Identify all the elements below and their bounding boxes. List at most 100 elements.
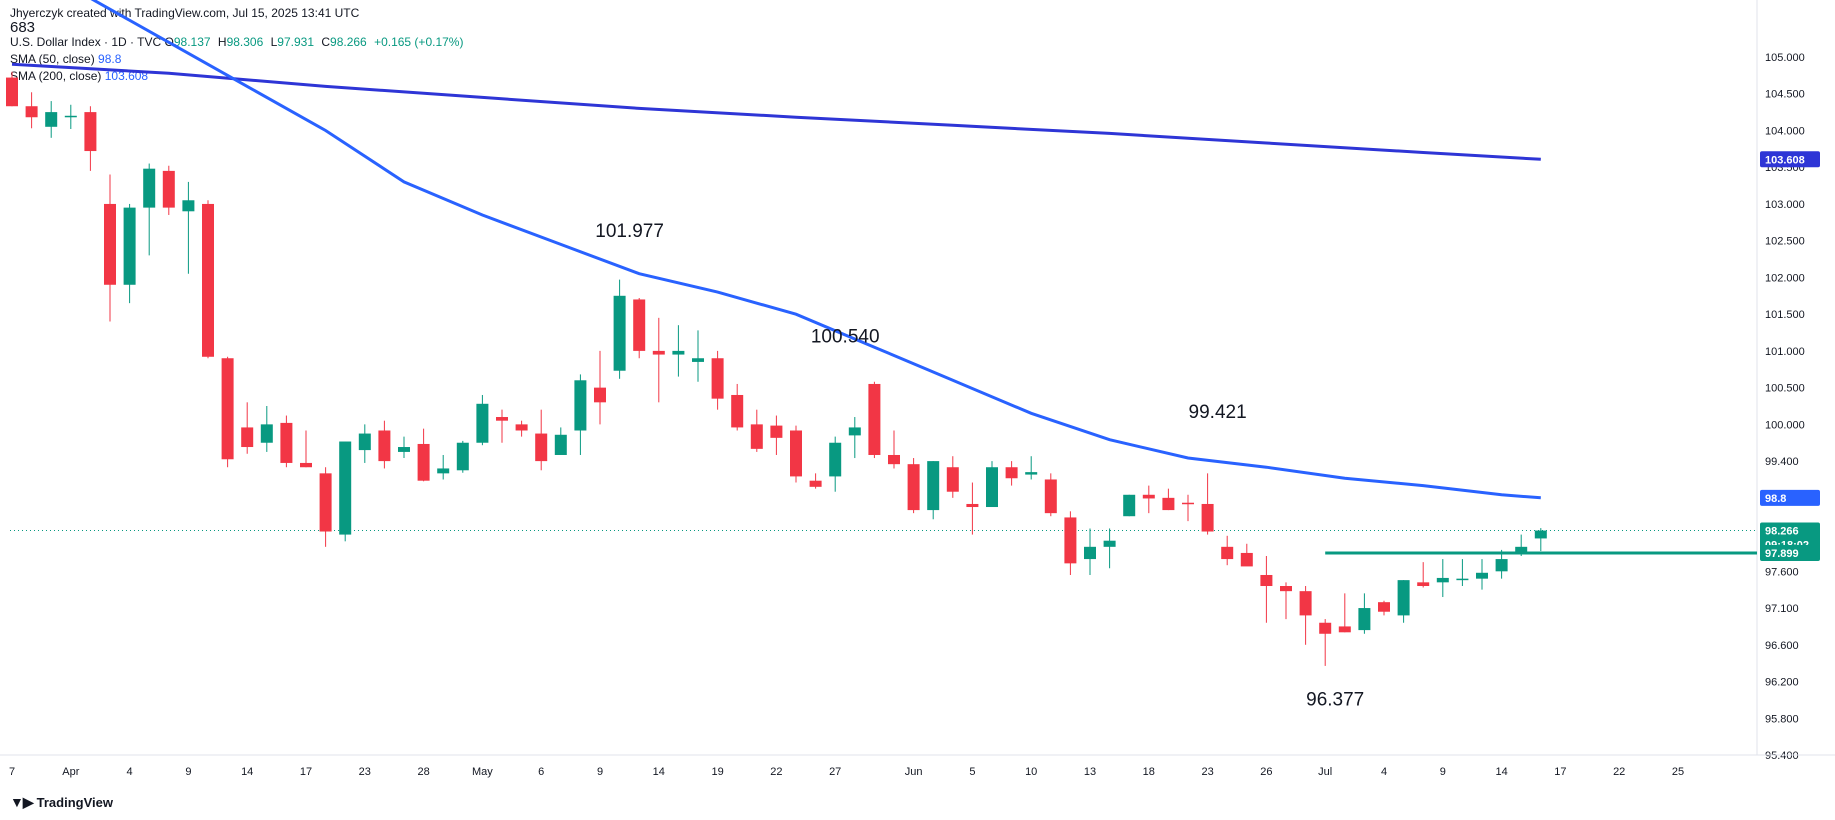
ohlc-high-label: H [217, 35, 227, 49]
time-tick-label: 19 [711, 766, 723, 778]
candle-body [1201, 503, 1214, 532]
time-tick-label: 4 [1381, 766, 1387, 778]
price-tick-label: 105.000 [1765, 52, 1805, 64]
candle-body [1025, 472, 1038, 475]
time-tick-label: 14 [653, 766, 665, 778]
price-tick-label: 100.000 [1765, 419, 1805, 431]
candle-body [358, 433, 371, 451]
tradingview-logo-icon: ▼▶ [10, 794, 34, 810]
candle-body [613, 295, 626, 371]
price-tick-label: 102.000 [1765, 272, 1805, 284]
price-tick-label: 95.400 [1765, 750, 1799, 762]
candle-body [398, 447, 410, 452]
candle-body [1417, 582, 1430, 587]
price-annotation: 101.977 [595, 221, 664, 242]
candle-body [1123, 494, 1136, 517]
time-tick-label: Apr [62, 766, 79, 778]
time-tick-label: 7 [9, 766, 15, 778]
candle-body [319, 473, 332, 532]
candle-body [1240, 552, 1253, 567]
ohlc-close-value: 98.266 [330, 35, 367, 49]
time-tick-label: 17 [300, 766, 312, 778]
time-tick-label: 23 [359, 766, 371, 778]
candle-body [45, 112, 58, 127]
time-tick-label: Jun [905, 766, 923, 778]
candle-body [1280, 586, 1292, 592]
price-tag [1760, 151, 1820, 168]
candle-body [1476, 572, 1488, 579]
candle-body [594, 387, 606, 403]
candle-body [711, 358, 724, 399]
price-tick-label: 104.500 [1765, 89, 1805, 101]
candle-body [946, 467, 959, 492]
time-tick-label: 22 [770, 766, 782, 778]
candle-body [476, 403, 489, 443]
candle-body [633, 299, 646, 351]
candle-body [692, 358, 704, 362]
price-tag-label: 97.899 [1765, 548, 1799, 560]
time-tick-label: 28 [417, 766, 429, 778]
candles [6, 71, 1547, 666]
time-tick-label: 14 [241, 766, 253, 778]
time-tick-label: 6 [538, 766, 544, 778]
candle-body [64, 115, 77, 118]
price-tag [1760, 489, 1820, 506]
candle-body [1436, 577, 1449, 583]
candle-body [574, 380, 587, 431]
candle-body [378, 430, 391, 462]
price-tick-label: 102.500 [1765, 236, 1805, 248]
price-tag-label: 98.266 [1765, 526, 1799, 538]
sma200-line [11, 62, 1541, 161]
ohlc-close-label: C [321, 35, 331, 49]
candle-body [1221, 546, 1234, 560]
time-tick-label: 23 [1201, 766, 1213, 778]
candle-body [437, 468, 450, 474]
candle-body [770, 425, 783, 438]
candle-body [143, 168, 156, 208]
candle-body [1299, 591, 1312, 616]
ohlc-low-label: L [270, 35, 278, 49]
annotations: 101.977 100.540 99.421 96.377 [595, 221, 1364, 710]
time-tick-label: 18 [1143, 766, 1155, 778]
candle-body [260, 424, 273, 443]
candle-body [339, 441, 352, 535]
time-tick-label: 26 [1260, 766, 1272, 778]
candle-body [417, 443, 430, 481]
sma50-label: SMA (50, close) [10, 52, 95, 66]
candle-body [6, 77, 18, 107]
time-tick-label: May [472, 766, 493, 778]
legend-sma50-row[interactable]: SMA (50, close) 98.8 [10, 51, 467, 68]
candle-body [241, 427, 254, 448]
candle-body [1534, 530, 1547, 539]
candle-body [868, 383, 881, 455]
price-tick-label: 100.500 [1765, 383, 1805, 395]
price-chart[interactable]: 105.000104.500104.000103.500103.000102.5… [0, 0, 1835, 790]
candle-body [280, 422, 293, 463]
price-tick-label: 99.400 [1765, 456, 1799, 468]
time-tick-label: 9 [597, 766, 603, 778]
price-annotation: 96.377 [1306, 689, 1364, 710]
candle-body [221, 358, 234, 460]
time-tick-label: 13 [1084, 766, 1096, 778]
tradingview-logo[interactable]: ▼▶ TradingView [10, 794, 113, 811]
time-tick-label: Jul [1318, 766, 1332, 778]
price-tick-label: 104.000 [1765, 125, 1805, 137]
ohlc-low-value: 97.931 [277, 35, 314, 49]
candle-body [1064, 517, 1077, 564]
price-axis: 105.000104.500104.000103.500103.000102.5… [0, 0, 1835, 762]
time-tick-label: 9 [185, 766, 191, 778]
candle-body [966, 503, 979, 508]
candle-body [1260, 574, 1273, 587]
price-annotation: 99.421 [1189, 402, 1247, 423]
candle-body [25, 106, 38, 118]
tradingview-brand: TradingView [36, 795, 113, 810]
time-tick-label: 9 [1440, 766, 1446, 778]
candle-body [554, 434, 567, 455]
ohlc-open-value: 98.137 [173, 35, 211, 49]
candle-body [731, 394, 744, 428]
time-tick-label: 14 [1495, 766, 1507, 778]
price-tag-label: 103.608 [1765, 154, 1805, 166]
candle-body [1378, 602, 1390, 612]
price-tick-label: 96.200 [1765, 677, 1799, 689]
candle-body [123, 207, 136, 285]
